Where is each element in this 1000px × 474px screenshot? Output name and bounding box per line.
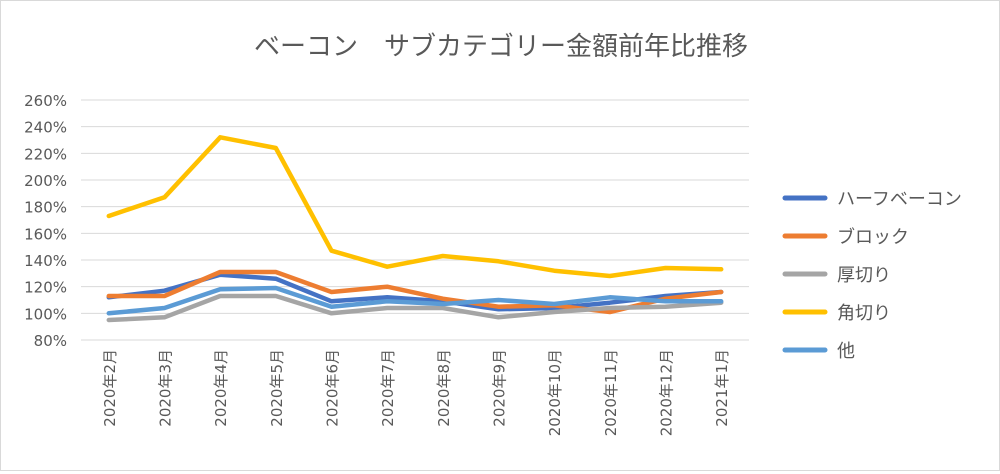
y-tick-label: 180% bbox=[24, 199, 67, 217]
y-tick-label: 220% bbox=[24, 145, 67, 163]
legend-label: ハーフベーコン bbox=[837, 189, 962, 210]
x-tick-label: 2020年10月 bbox=[546, 349, 564, 436]
x-tick-label: 2020年8月 bbox=[435, 349, 453, 427]
x-axis-tick-labels: 2020年2月 2020年3月 2020年4月 2020年5月 2020年6月 2020年… bbox=[101, 349, 731, 436]
y-tick-label: 240% bbox=[24, 119, 67, 137]
x-tick-label: 2020年9月 bbox=[491, 349, 509, 427]
y-tick-label: 140% bbox=[24, 252, 67, 270]
x-tick-label: 2020年12月 bbox=[658, 349, 676, 436]
x-tick-label: 2021年1月 bbox=[713, 349, 731, 427]
series-line bbox=[106, 293, 724, 323]
y-axis-tick-labels: 80% 100% 120% 140% 160% 180% 200% 220% 240% 260% bbox=[24, 92, 67, 350]
y-tick-label: 120% bbox=[24, 279, 67, 297]
x-tick-label: 2020年4月 bbox=[212, 349, 230, 427]
x-tick-label: 2020年3月 bbox=[157, 349, 175, 427]
series-line bbox=[106, 135, 724, 279]
legend-label: 角切り bbox=[837, 303, 891, 324]
chart-title: ベーコン サブカテゴリー金額前年比推移 bbox=[254, 32, 748, 62]
x-tick-label: 2020年7月 bbox=[379, 349, 397, 427]
y-tick-label: 200% bbox=[24, 172, 67, 190]
y-tick-label: 260% bbox=[24, 92, 67, 110]
series-lines bbox=[106, 135, 724, 323]
x-tick-label: 2020年11月 bbox=[602, 349, 620, 436]
gridlines bbox=[81, 99, 749, 341]
y-tick-label: 100% bbox=[24, 305, 67, 323]
legend-label: 厚切り bbox=[837, 265, 891, 286]
x-tick-label: 2020年5月 bbox=[268, 349, 286, 427]
y-tick-label: 160% bbox=[24, 225, 67, 243]
x-tick-label: 2020年2月 bbox=[101, 349, 119, 427]
y-tick-label: 80% bbox=[34, 332, 67, 350]
series-line bbox=[106, 285, 724, 316]
x-tick-label: 2020年6月 bbox=[324, 349, 342, 427]
legend-label: ブロック bbox=[837, 226, 909, 248]
legend-label: 他 bbox=[837, 341, 855, 362]
